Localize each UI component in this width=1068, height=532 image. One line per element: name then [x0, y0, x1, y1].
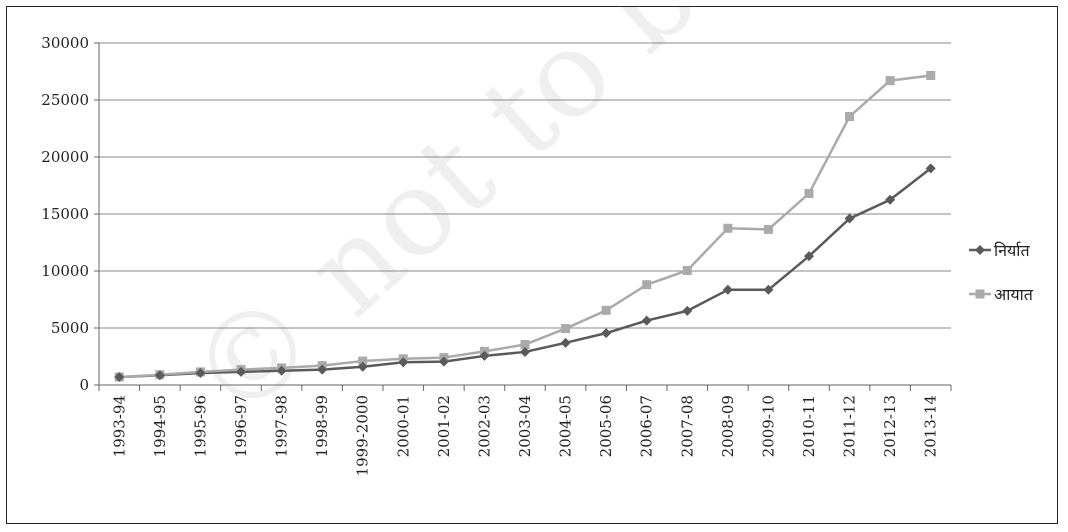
x-tick-label: 2010-11: [800, 395, 818, 457]
data-point-s1-13: [642, 280, 652, 290]
data-point-s0-19: [885, 194, 896, 205]
y-tick-label: 0: [79, 376, 89, 394]
x-axis-ticks: 1993-94 1994-95 1995-96 1996-97 1997-98 1998-…: [98, 385, 952, 476]
x-tick-label: 2001-02: [435, 395, 453, 457]
x-tick-label: 2000-01: [394, 395, 412, 457]
data-point-s0-10: [520, 346, 530, 357]
x-tick-label: 2012-13: [881, 395, 899, 457]
data-point-s0-1: [154, 370, 165, 381]
data-point-s1-12: [601, 305, 611, 315]
y-axis-ticks: 0 5000 10000 15000 20000 25000 30000: [41, 34, 99, 394]
y-tick-label: 10000: [41, 262, 89, 280]
x-tick-label: 2006-07: [638, 395, 656, 457]
data-point-s1-17: [804, 188, 814, 198]
data-point-s0-12: [601, 328, 612, 339]
x-tick-label: 2008-09: [719, 395, 737, 457]
data-point-s0-7: [398, 357, 409, 368]
data-point-s1-11: [561, 324, 571, 334]
y-tick-label: 25000: [41, 91, 89, 109]
x-tick-label: 2005-06: [597, 395, 615, 457]
data-point-s0-9: [479, 350, 490, 361]
data-point-s0-11: [560, 337, 571, 348]
x-tick-label: 2004-05: [557, 395, 575, 457]
x-tick-label: 1998-99: [313, 395, 331, 457]
x-tick-label: 2011-12: [841, 395, 859, 457]
grid-lines: [99, 42, 951, 329]
x-tick-label: 2003-04: [516, 395, 534, 457]
legend-label: आयात: [994, 285, 1034, 304]
data-point-s1-6: [358, 356, 368, 366]
data-point-s0-6: [357, 361, 368, 372]
data-point-s0-20: [925, 163, 936, 174]
x-tick-label: 2009-10: [759, 395, 777, 457]
data-point-s0-16: [763, 284, 774, 295]
chart-frame: © not to be re 0 5000 10000 15000 20000 25000…: [6, 6, 1058, 524]
y-tick-label: 5000: [51, 319, 89, 337]
legend-item-1: आयात: [969, 285, 1034, 304]
line-chart: © not to be re 0 5000 10000 15000 20000 25000…: [41, 7, 1034, 476]
x-tick-label: 2002-03: [475, 395, 493, 457]
data-point-s1-10: [520, 340, 530, 350]
data-point-s1-19: [885, 76, 895, 86]
data-point-s1-15: [723, 223, 733, 233]
data-point-s0-18: [844, 213, 855, 224]
legend: निर्यात आयात: [969, 241, 1034, 304]
series-markers: [114, 70, 936, 383]
x-tick-label: 1999-2000: [354, 395, 372, 476]
x-tick-label: 1996-97: [232, 395, 250, 457]
y-tick-label: 20000: [41, 148, 89, 166]
data-point-s0-15: [722, 284, 733, 295]
data-point-s0-2: [195, 368, 206, 379]
data-point-s0-17: [804, 251, 814, 262]
x-tick-label: 2007-08: [678, 395, 696, 457]
x-tick-label: 1995-96: [191, 395, 209, 457]
x-tick-label: 1993-94: [110, 395, 128, 457]
y-tick-label: 30000: [41, 34, 89, 52]
y-tick-label: 15000: [41, 205, 89, 223]
data-point-s0-4: [276, 365, 287, 376]
legend-label: निर्यात: [994, 241, 1030, 260]
data-point-s1-20: [926, 70, 936, 80]
watermark-text: © not to be re: [163, 7, 900, 449]
data-point-s1-14: [682, 265, 692, 275]
legend-marker: [975, 289, 985, 299]
data-point-s0-0: [114, 372, 125, 383]
data-point-s0-13: [641, 315, 652, 326]
x-tick-label: 2013-14: [922, 395, 940, 457]
x-tick-label: 1994-95: [151, 395, 169, 457]
data-point-s0-3: [236, 366, 246, 377]
data-point-s0-5: [317, 364, 328, 375]
legend-item-0: निर्यात: [969, 241, 1030, 260]
data-point-s0-14: [682, 305, 693, 316]
data-point-s0-8: [438, 356, 449, 367]
legend-marker: [975, 245, 985, 255]
x-tick-label: 1997-98: [273, 395, 291, 457]
data-point-s1-16: [763, 224, 773, 234]
data-point-s1-18: [845, 112, 855, 122]
